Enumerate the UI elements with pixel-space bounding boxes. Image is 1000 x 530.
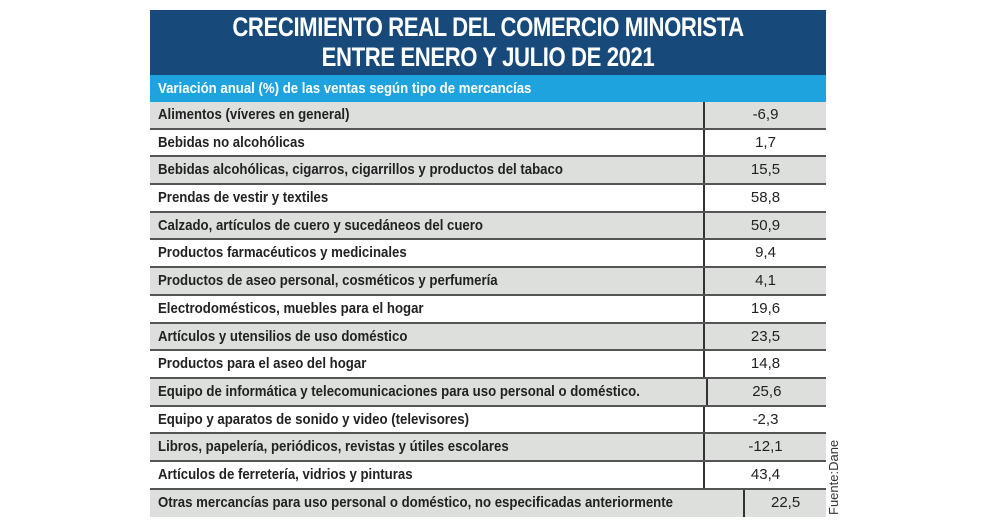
table-infographic: CRECIMIENTO REAL DEL COMERCIO MINORISTA … bbox=[150, 10, 826, 518]
source-note: Fuente:Dane bbox=[826, 439, 841, 515]
row-label: Bebidas no alcohólicas bbox=[150, 129, 705, 156]
row-value: -12,1 bbox=[748, 438, 783, 456]
table-row: Libros, papelería, periódicos, revistas … bbox=[150, 434, 826, 462]
row-label: Prendas de vestir y textiles bbox=[150, 185, 705, 211]
table-body: Alimentos (víveres en general) -6,9 Bebida… bbox=[150, 102, 826, 518]
row-value: 15,5 bbox=[750, 161, 781, 179]
row-label-text: Artículos de ferretería, vidrios y pintu… bbox=[158, 465, 413, 483]
row-label: Productos de aseo personal, cosméticos y… bbox=[150, 268, 705, 294]
row-label-text: Productos para el aseo del hogar bbox=[158, 355, 367, 373]
row-value: 1,7 bbox=[755, 133, 776, 151]
row-value: -6,9 bbox=[752, 106, 779, 123]
row-label: Otras mercancías para uso personal o dom… bbox=[150, 489, 746, 518]
row-value: 4,1 bbox=[755, 272, 776, 290]
row-label: Equipo y aparatos de sonido y video (tel… bbox=[150, 406, 705, 433]
row-value: 25,6 bbox=[752, 382, 782, 400]
row-value: 23,5 bbox=[750, 327, 781, 345]
row-value: 19,6 bbox=[750, 299, 781, 317]
table-row: Equipo de informática y telecomunicacion… bbox=[150, 378, 826, 407]
table-row: Equipo y aparatos de sonido y video (tel… bbox=[150, 406, 826, 435]
row-label: Alimentos (víveres en general) bbox=[150, 102, 705, 128]
title-line-1: CRECIMIENTO REAL DEL COMERCIO MINORISTA bbox=[232, 12, 744, 42]
table-row: Productos para el aseo del hogar 14,8 bbox=[150, 351, 826, 379]
row-label: Electrodomésticos, muebles para el hogar bbox=[150, 295, 705, 322]
table-row: Calzado, artículos de cuero y sucedáneos… bbox=[150, 212, 826, 241]
row-value: 14,8 bbox=[750, 355, 781, 373]
row-label: Productos para el aseo del hogar bbox=[150, 351, 705, 377]
row-label-text: Artículos y utensilios de uso doméstico bbox=[158, 327, 408, 345]
row-label: Calzado, artículos de cuero y sucedáneos… bbox=[150, 212, 705, 239]
row-label-text: Electrodomésticos, muebles para el hogar bbox=[158, 299, 424, 317]
row-label-text: Equipo de informática y telecomunicacion… bbox=[158, 382, 640, 400]
row-label-text: Otras mercancías para uso personal o dom… bbox=[158, 493, 673, 511]
row-label: Artículos de ferretería, vidrios y pintu… bbox=[150, 461, 705, 488]
row-label: Artículos y utensilios de uso doméstico bbox=[150, 323, 705, 350]
row-label-text: Prendas de vestir y textiles bbox=[158, 189, 329, 207]
table-subtitle: Variación anual (%) de las ventas según … bbox=[150, 75, 826, 102]
table-row: Prendas de vestir y textiles 58,8 bbox=[150, 185, 826, 213]
table-row: Otras mercancías para uso personal o dom… bbox=[150, 489, 826, 518]
table-row: Alimentos (víveres en general) -6,9 bbox=[150, 102, 826, 130]
table-row: Artículos y utensilios de uso doméstico 2… bbox=[150, 323, 826, 352]
row-label-text: Calzado, artículos de cuero y sucedáneos… bbox=[158, 216, 483, 234]
table-row: Productos farmacéuticos y medicinales 9,4 bbox=[150, 240, 826, 269]
row-label-text: Equipo y aparatos de sonido y video (tel… bbox=[158, 410, 470, 428]
row-label-text: Bebidas alcohólicas, cigarros, cigarrill… bbox=[158, 161, 563, 179]
table-row: Bebidas alcohólicas, cigarros, cigarrill… bbox=[150, 157, 826, 186]
table-title: CRECIMIENTO REAL DEL COMERCIO MINORISTA … bbox=[150, 10, 826, 75]
row-label-text: Bebidas no alcohólicas bbox=[158, 133, 305, 151]
row-label: Libros, papelería, periódicos, revistas … bbox=[150, 434, 705, 460]
table-row: Productos de aseo personal, cosméticos y… bbox=[150, 268, 826, 296]
row-label: Bebidas alcohólicas, cigarros, cigarrill… bbox=[150, 157, 705, 184]
row-value: 9,4 bbox=[755, 244, 776, 262]
subtitle-text: Variación anual (%) de las ventas según … bbox=[158, 80, 532, 97]
row-value: 58,8 bbox=[750, 189, 781, 207]
row-value: 50,9 bbox=[750, 216, 781, 234]
table-row: Artículos de ferretería, vidrios y pintu… bbox=[150, 461, 826, 490]
row-label: Equipo de informática y telecomunicacion… bbox=[150, 378, 708, 405]
row-value: 22,5 bbox=[771, 493, 801, 511]
row-label-text: Productos de aseo personal, cosméticos y… bbox=[158, 272, 498, 290]
table-row: Bebidas no alcohólicas 1,7 bbox=[150, 129, 826, 158]
row-label-text: Libros, papelería, periódicos, revistas … bbox=[158, 438, 509, 456]
row-label-text: Alimentos (víveres en general) bbox=[158, 106, 350, 123]
row-label-text: Productos farmacéuticos y medicinales bbox=[158, 244, 407, 262]
row-label: Productos farmacéuticos y medicinales bbox=[150, 240, 705, 267]
row-value: 43,4 bbox=[750, 465, 781, 483]
title-line-2: ENTRE ENERO Y JULIO DE 2021 bbox=[321, 42, 655, 72]
row-value: -2,3 bbox=[752, 410, 779, 428]
table-row: Electrodomésticos, muebles para el hogar… bbox=[150, 295, 826, 324]
